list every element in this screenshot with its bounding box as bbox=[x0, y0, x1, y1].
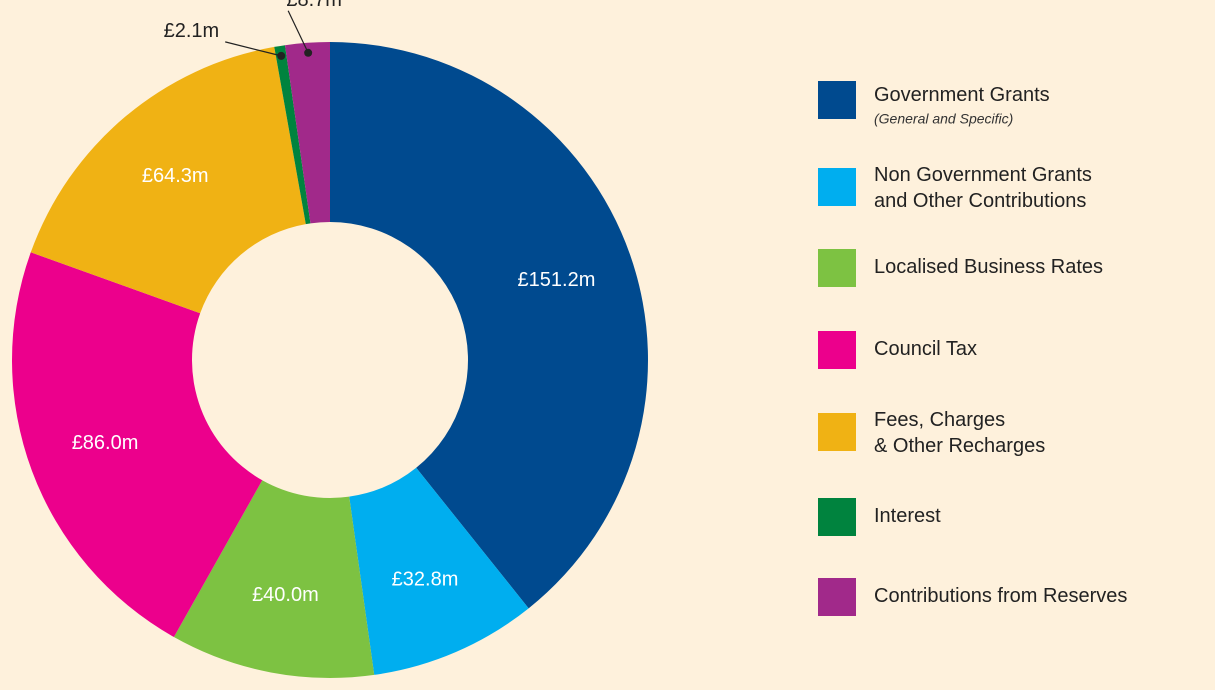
slice bbox=[30, 46, 306, 314]
leader-dot bbox=[304, 48, 313, 57]
data-label: £64.3m bbox=[142, 165, 209, 187]
legend-note: (General and Specific) bbox=[874, 111, 1013, 127]
legend-line: Localised Business Rates bbox=[874, 256, 1103, 278]
legend-line: Interest bbox=[874, 505, 941, 527]
data-label: £2.1m bbox=[164, 20, 220, 42]
slice bbox=[285, 42, 330, 224]
legend-swatch bbox=[818, 413, 856, 451]
legend-swatch bbox=[818, 168, 856, 206]
leader-line bbox=[287, 10, 309, 54]
slice bbox=[11, 252, 263, 638]
data-label: £8.7m bbox=[286, 0, 342, 11]
legend-swatch bbox=[818, 331, 856, 369]
legend-line: Non Government Grants bbox=[874, 164, 1092, 186]
data-label: £86.0m bbox=[72, 432, 139, 454]
legend-line: Council Tax bbox=[874, 338, 977, 360]
legend-swatch bbox=[818, 249, 856, 287]
legend-label: Interest bbox=[874, 505, 941, 527]
legend-line: Fees, Charges bbox=[874, 409, 1005, 431]
legend-label: Government Grants bbox=[874, 84, 1050, 106]
data-label: £32.8m bbox=[392, 569, 459, 591]
legend-label: Non Government Grants and Other Contribut… bbox=[874, 164, 1092, 212]
legend-label: Fees, Charges & Other Recharges bbox=[874, 409, 1045, 457]
legend-line: Government Grants bbox=[874, 84, 1050, 106]
slice bbox=[349, 467, 529, 675]
legend-label: Contributions from Reserves bbox=[874, 585, 1127, 607]
data-label: £151.2m bbox=[518, 269, 596, 291]
data-label: £40.0m bbox=[252, 584, 319, 606]
legend-swatch bbox=[818, 578, 856, 616]
slice bbox=[274, 45, 311, 225]
leader-dot bbox=[277, 51, 286, 60]
legend-swatch bbox=[818, 498, 856, 536]
leader-line bbox=[225, 41, 282, 57]
slice bbox=[330, 42, 648, 609]
slice bbox=[173, 480, 375, 678]
legend-line: Contributions from Reserves bbox=[874, 585, 1127, 607]
legend-line: and Other Contributions bbox=[874, 190, 1086, 212]
legend-label: Council Tax bbox=[874, 338, 977, 360]
legend-line: & Other Recharges bbox=[874, 435, 1045, 457]
legend-label: Localised Business Rates bbox=[874, 256, 1103, 278]
legend-swatch bbox=[818, 81, 856, 119]
